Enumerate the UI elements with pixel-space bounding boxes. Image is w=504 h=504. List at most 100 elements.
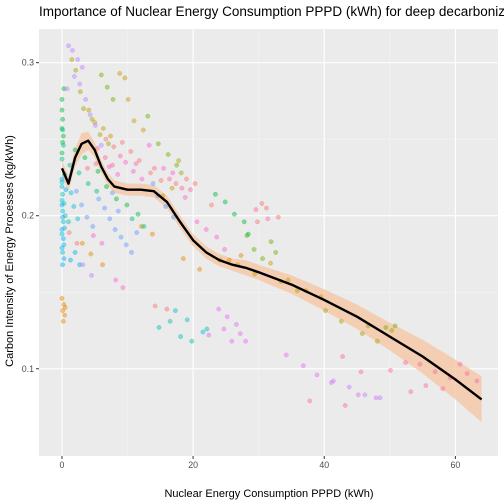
data-point — [169, 185, 175, 191]
data-point — [229, 338, 235, 344]
data-point — [77, 81, 83, 87]
data-point — [440, 386, 446, 392]
data-point — [68, 190, 74, 196]
data-point — [60, 214, 65, 220]
data-point — [204, 326, 210, 332]
data-point — [179, 185, 185, 191]
data-point — [71, 204, 77, 209]
data-point — [72, 74, 77, 79]
data-point — [163, 204, 169, 209]
data-point — [155, 141, 161, 147]
data-point — [156, 324, 162, 330]
y-tick-label: 0.2 — [22, 211, 34, 221]
x-tick-label: 60 — [450, 460, 460, 470]
data-point — [408, 389, 414, 395]
data-point — [66, 43, 71, 49]
data-point — [60, 318, 66, 324]
data-point — [340, 354, 345, 359]
data-point — [84, 214, 90, 220]
data-point — [328, 380, 334, 385]
data-point — [173, 181, 179, 187]
data-point — [79, 240, 85, 246]
data-point — [222, 199, 228, 205]
data-point — [362, 392, 368, 398]
data-point — [200, 329, 206, 335]
data-point — [209, 202, 214, 208]
data-point — [377, 395, 383, 401]
plot-panel — [39, 29, 498, 456]
data-point — [264, 205, 269, 211]
data-point — [115, 208, 121, 214]
data-point — [300, 363, 306, 369]
data-point — [383, 324, 389, 330]
data-point — [69, 57, 75, 62]
data-point — [130, 168, 136, 174]
data-point — [67, 162, 73, 168]
data-point — [92, 120, 98, 125]
data-point — [107, 216, 113, 222]
data-point — [423, 383, 429, 388]
data-point — [73, 67, 79, 73]
data-point — [139, 176, 145, 182]
data-point — [60, 191, 65, 197]
data-points — [59, 43, 480, 408]
data-point — [222, 246, 228, 252]
data-point — [62, 213, 68, 219]
data-point — [102, 205, 108, 211]
data-point — [89, 272, 94, 278]
data-point — [59, 176, 65, 182]
data-point — [106, 141, 111, 147]
data-point — [275, 214, 281, 220]
data-point — [117, 153, 123, 159]
data-point — [60, 133, 66, 139]
data-point — [100, 126, 106, 131]
data-point — [62, 305, 68, 310]
data-point — [76, 170, 82, 176]
data-point — [123, 159, 129, 165]
data-point — [60, 308, 65, 313]
data-point — [389, 328, 395, 333]
data-point — [133, 161, 139, 167]
data-point — [59, 295, 65, 301]
data-point — [114, 196, 119, 202]
data-point — [135, 211, 141, 217]
data-point — [474, 378, 480, 384]
data-point — [283, 352, 289, 358]
data-point — [80, 262, 86, 268]
data-point — [59, 231, 65, 237]
data-point — [110, 190, 115, 196]
data-point — [62, 312, 67, 318]
data-point — [151, 165, 157, 171]
data-point — [265, 216, 271, 222]
data-point — [170, 170, 176, 176]
data-point — [104, 184, 109, 190]
data-point — [88, 251, 94, 257]
data-point — [172, 308, 178, 313]
data-point — [131, 118, 137, 124]
data-point — [122, 75, 128, 81]
data-point — [60, 262, 65, 268]
data-point — [60, 219, 66, 225]
data-point — [244, 233, 250, 239]
data-point — [178, 334, 184, 339]
data-point — [86, 107, 92, 113]
data-point — [93, 161, 99, 167]
data-point — [68, 257, 73, 263]
smooth-line — [60, 139, 483, 401]
data-point — [72, 147, 78, 153]
data-point — [457, 361, 463, 367]
data-point — [338, 318, 344, 324]
data-point — [403, 360, 408, 365]
data-point — [174, 162, 180, 168]
data-point — [224, 314, 230, 320]
smooth-line-path — [60, 139, 483, 401]
data-point — [152, 303, 158, 309]
data-point — [110, 162, 115, 168]
data-point — [70, 48, 75, 53]
data-point — [102, 155, 108, 161]
data-point — [125, 97, 131, 102]
data-point — [233, 321, 239, 327]
data-point — [373, 395, 379, 401]
data-point — [134, 230, 140, 236]
data-point — [359, 331, 365, 336]
